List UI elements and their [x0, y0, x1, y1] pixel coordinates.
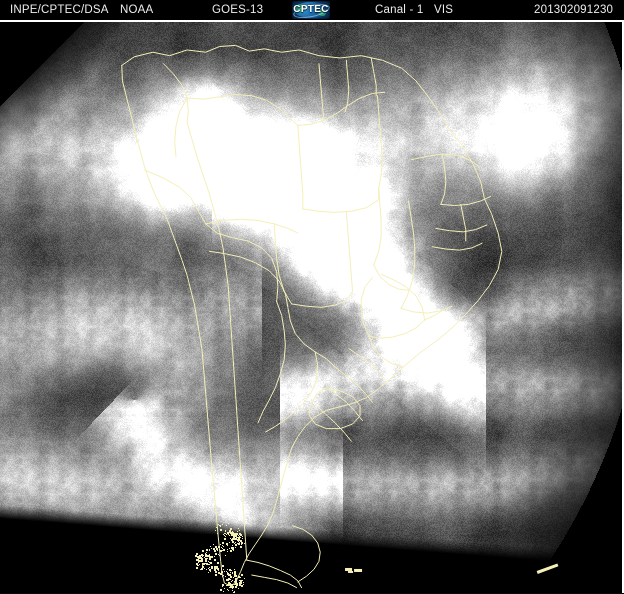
header-channel-type-label: VIS — [434, 4, 454, 16]
satellite-image-area — [0, 22, 622, 594]
image-frame-right-border — [622, 20, 624, 594]
cptec-logo-icon: CPTEC — [292, 1, 330, 19]
header-agency-label: INPE/CPTEC/DSA — [10, 4, 109, 16]
image-frame-top-border — [0, 20, 624, 22]
landmass-shape-left — [296, 4, 305, 13]
image-header-bar: INPE/CPTEC/DSA NOAA GOES-13 CPTEC Canal … — [0, 0, 624, 20]
cptec-logo-text: CPTEC — [293, 4, 329, 15]
header-satellite-label: GOES-13 — [212, 4, 264, 16]
landmass-shape-right — [318, 9, 326, 16]
header-operator-label: NOAA — [120, 4, 154, 16]
goes13-visible-satellite-image — [0, 22, 622, 594]
header-timestamp-label: 201302091230 — [534, 4, 614, 16]
header-channel-label: Canal - 1 — [375, 4, 424, 16]
